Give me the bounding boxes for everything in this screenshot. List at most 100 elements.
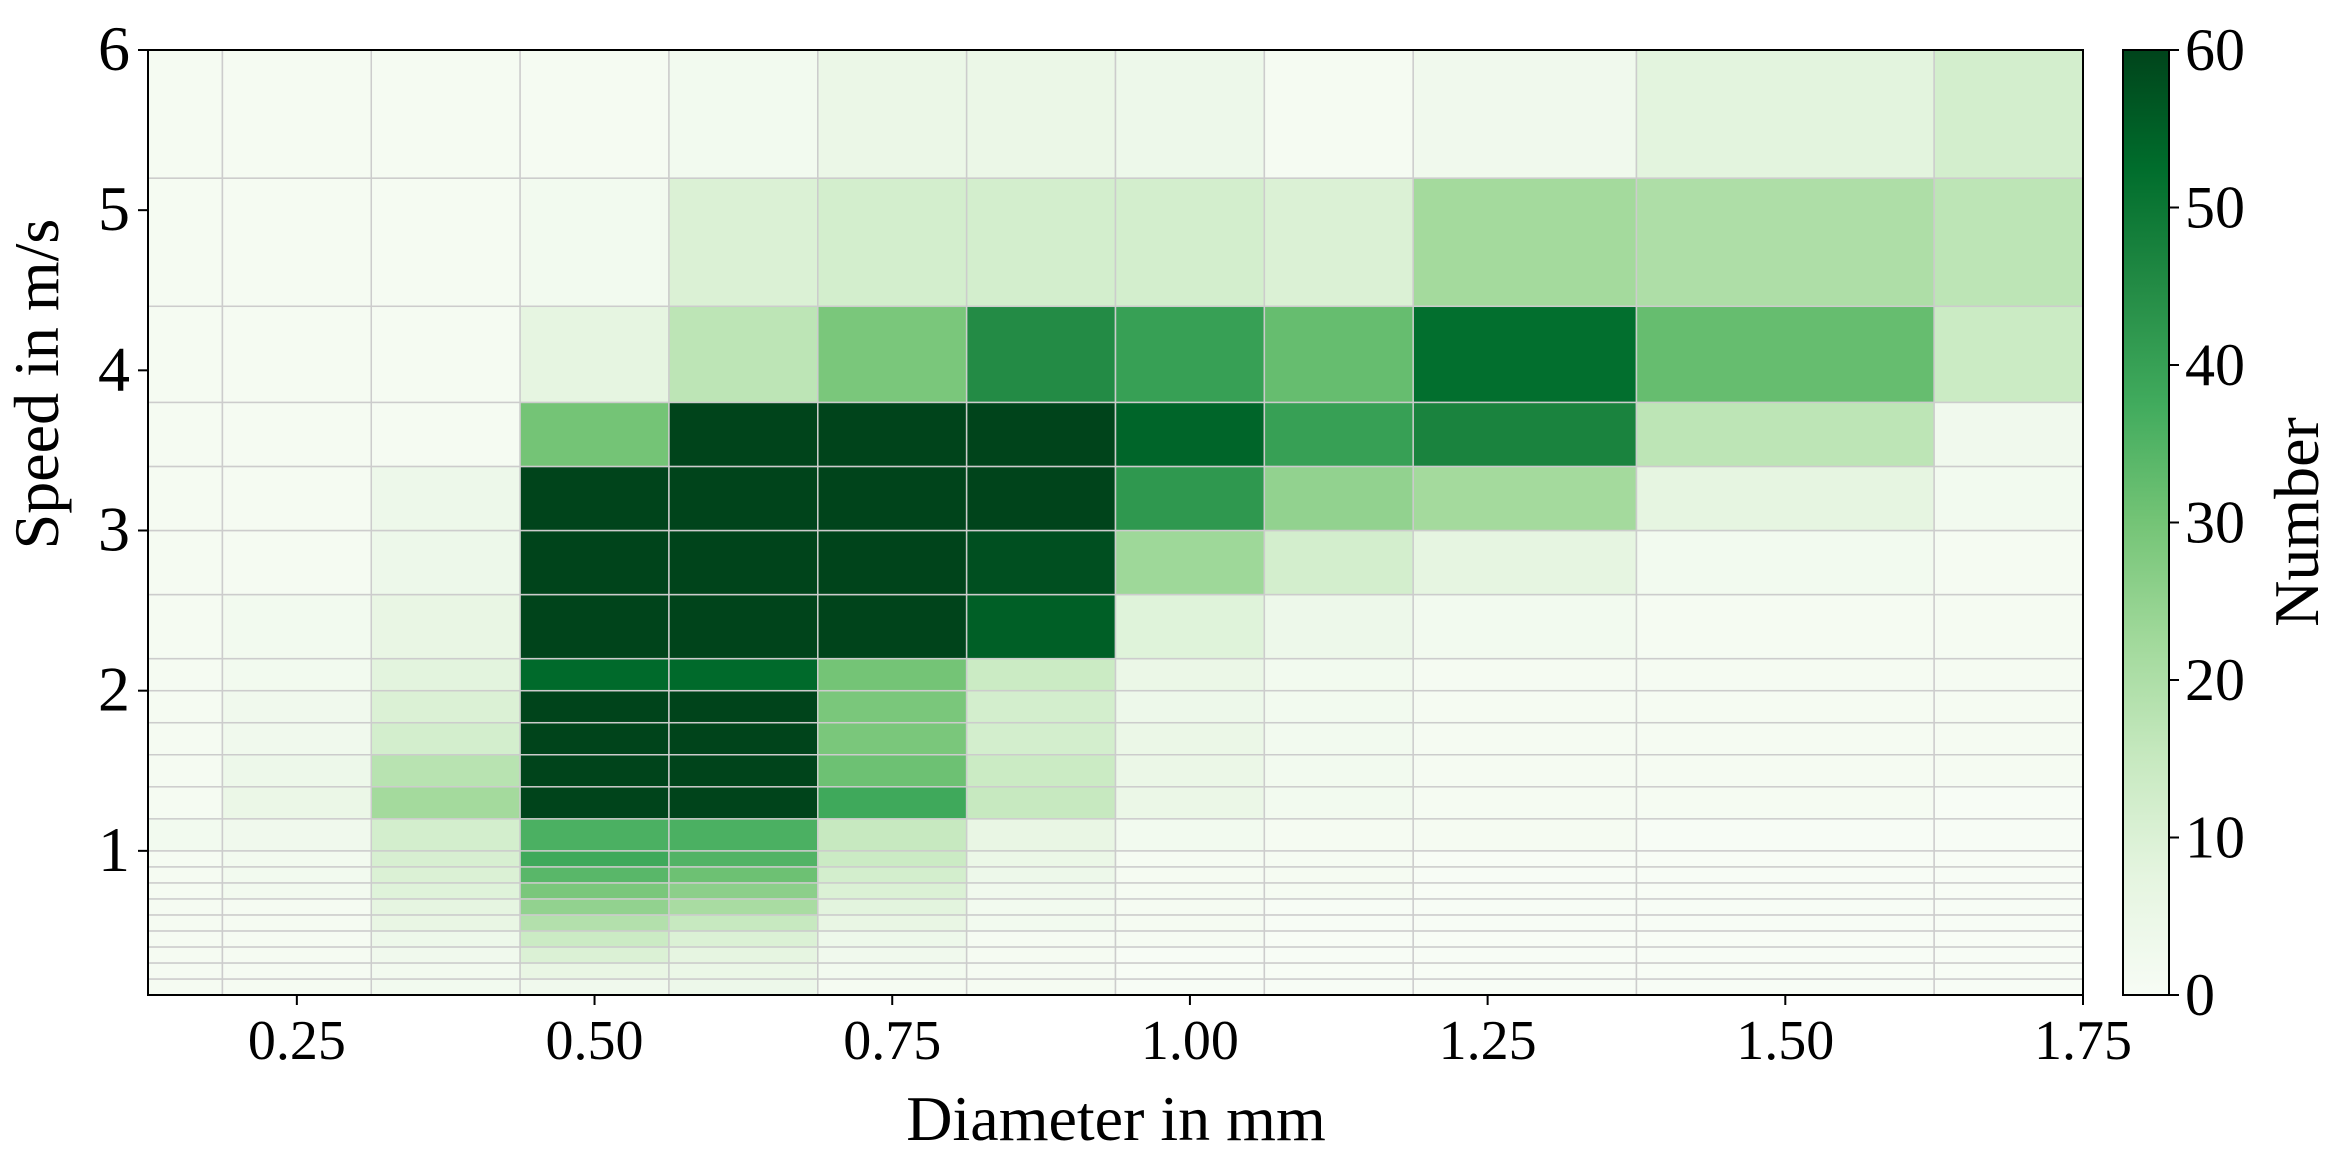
heatmap-cell bbox=[221, 401, 373, 468]
heatmap-cell bbox=[965, 978, 1117, 996]
heatmap-cell bbox=[147, 946, 224, 964]
heatmap-cell bbox=[1263, 898, 1414, 916]
heatmap-cell bbox=[1263, 529, 1414, 596]
heatmap-cell bbox=[221, 978, 373, 996]
heatmap-cell bbox=[1412, 721, 1638, 756]
colorbar-gradient bbox=[2122, 49, 2170, 996]
heatmap-cell bbox=[1933, 721, 2084, 756]
heatmap-cell bbox=[221, 177, 373, 308]
heatmap-cell bbox=[1263, 721, 1414, 756]
heatmap-cell bbox=[147, 657, 224, 692]
heatmap-cell bbox=[1933, 898, 2084, 916]
heatmap-cell bbox=[370, 850, 521, 868]
heatmap-cell bbox=[965, 657, 1117, 692]
colorbar-tick-label: 20 bbox=[2185, 647, 2245, 713]
heatmap-cell bbox=[965, 818, 1117, 852]
heatmap-cell bbox=[1635, 882, 1935, 900]
y-axis: 1 2 3 4 5 6 bbox=[98, 13, 148, 885]
heatmap-cell bbox=[1263, 882, 1414, 900]
heatmap-cell bbox=[1635, 930, 1935, 948]
heatmap-cell bbox=[817, 753, 968, 788]
heatmap-cell bbox=[370, 529, 521, 596]
heatmap-cell bbox=[965, 946, 1117, 964]
heatmap-cell bbox=[1933, 946, 2084, 964]
x-tick-label: 0.75 bbox=[843, 1010, 941, 1072]
heatmap-cell bbox=[370, 401, 521, 468]
heatmap-cell bbox=[370, 914, 521, 932]
heatmap-cell bbox=[1933, 978, 2084, 996]
heatmap-cell bbox=[370, 786, 521, 820]
x-tick-label: 1.25 bbox=[1439, 1010, 1537, 1072]
heatmap-cell bbox=[221, 818, 373, 852]
heatmap-cell bbox=[1635, 177, 1935, 308]
y-axis-title: Speed in m/s bbox=[1, 219, 72, 550]
heatmap-cell bbox=[370, 593, 521, 660]
y-tick-label: 6 bbox=[98, 13, 130, 84]
heatmap-cell bbox=[147, 753, 224, 788]
heatmap-cell bbox=[370, 49, 521, 179]
heatmap-cell bbox=[1412, 930, 1638, 948]
heatmap-cell bbox=[221, 898, 373, 916]
heatmap-cell bbox=[965, 593, 1117, 660]
heatmap-cell bbox=[817, 689, 968, 724]
heatmap-cell bbox=[1635, 401, 1935, 468]
heatmap-cell bbox=[221, 914, 373, 932]
heatmap-cell bbox=[1635, 689, 1935, 724]
heatmap-cell bbox=[370, 177, 521, 308]
heatmap-cell bbox=[519, 818, 670, 852]
heatmap-cell bbox=[965, 177, 1117, 308]
heatmap-cell bbox=[370, 882, 521, 900]
heatmap-cell bbox=[147, 401, 224, 468]
heatmap-cell bbox=[1412, 882, 1638, 900]
heatmap-cell bbox=[519, 465, 670, 532]
colorbar-tick-label: 0 bbox=[2185, 962, 2215, 1028]
y-tick-label: 2 bbox=[98, 654, 130, 725]
heatmap-cell bbox=[1114, 529, 1266, 596]
heatmap-cell bbox=[965, 721, 1117, 756]
heatmap-cell bbox=[1114, 177, 1266, 308]
heatmap-cell bbox=[817, 818, 968, 852]
heatmap-cell bbox=[817, 593, 968, 660]
heatmap-cell bbox=[965, 529, 1117, 596]
x-tick-label: 1.75 bbox=[2034, 1010, 2132, 1072]
heatmap-cell bbox=[668, 721, 819, 756]
x-tick-label: 1.00 bbox=[1141, 1010, 1239, 1072]
heatmap-cell bbox=[1933, 914, 2084, 932]
heatmap-cell bbox=[1263, 850, 1414, 868]
heatmap-cell bbox=[1114, 49, 1266, 179]
heatmap-cell bbox=[817, 946, 968, 964]
heatmap-cell bbox=[1263, 305, 1414, 404]
heatmap-cell bbox=[1635, 866, 1935, 884]
heatmap-cell bbox=[519, 753, 670, 788]
heatmap-cell bbox=[221, 721, 373, 756]
heatmap-cell bbox=[668, 914, 819, 932]
heatmap-cell bbox=[1412, 866, 1638, 884]
heatmap-cell bbox=[1933, 882, 2084, 900]
heatmap-cell bbox=[817, 721, 968, 756]
heatmap-cell bbox=[965, 882, 1117, 900]
heatmap-cell bbox=[519, 962, 670, 980]
heatmap-cell bbox=[221, 305, 373, 404]
heatmap-cell bbox=[965, 753, 1117, 788]
heatmap-cell bbox=[370, 721, 521, 756]
heatmap-cell bbox=[965, 465, 1117, 532]
heatmap-cell bbox=[965, 49, 1117, 179]
heatmap-cell bbox=[519, 593, 670, 660]
heatmap-cell bbox=[817, 786, 968, 820]
heatmap-cell bbox=[519, 657, 670, 692]
heatmap-cell bbox=[965, 930, 1117, 948]
colorbar: 0 10 20 30 40 50 60 bbox=[2122, 17, 2245, 1028]
heatmap-cell bbox=[817, 882, 968, 900]
heatmap-cell bbox=[1114, 882, 1266, 900]
heatmap-cell bbox=[1933, 962, 2084, 980]
heatmap-cell bbox=[668, 49, 819, 179]
heatmap-cell bbox=[370, 465, 521, 532]
heatmap-cell bbox=[519, 930, 670, 948]
heatmap-cell bbox=[1263, 753, 1414, 788]
heatmap-cell bbox=[519, 529, 670, 596]
heatmap-cell bbox=[1263, 914, 1414, 932]
y-tick-label: 1 bbox=[98, 814, 130, 885]
heatmap-cell bbox=[1412, 305, 1638, 404]
heatmap-cell bbox=[668, 898, 819, 916]
